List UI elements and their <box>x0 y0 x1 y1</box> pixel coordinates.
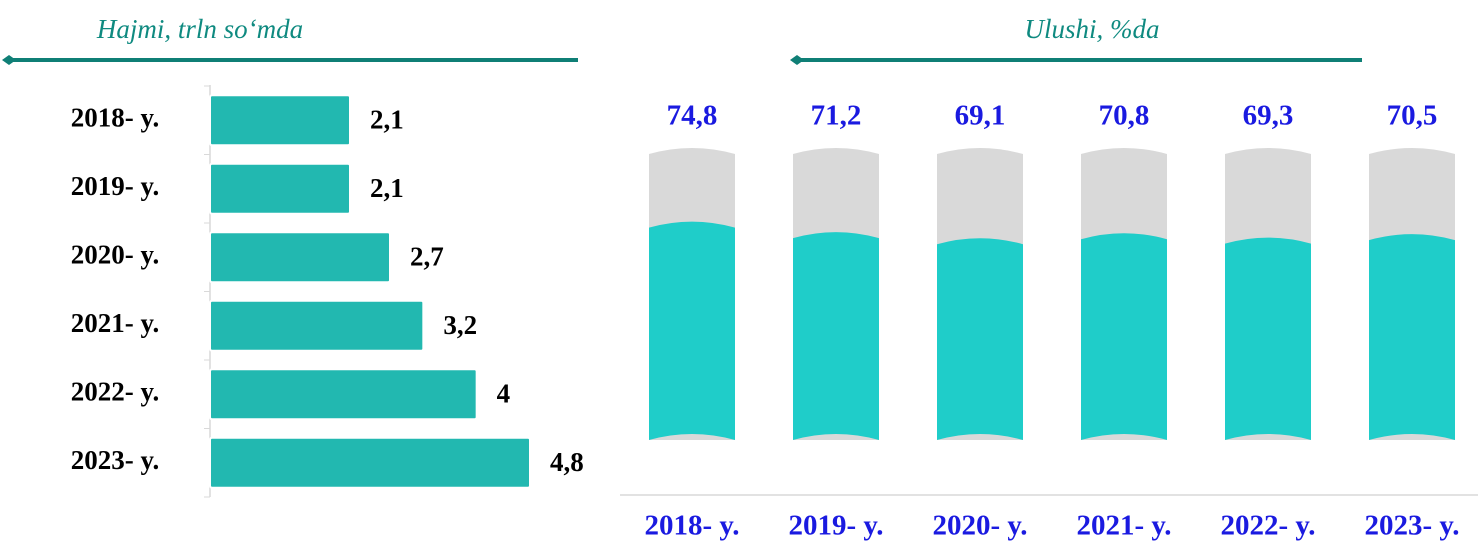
value-label: 4,8 <box>550 447 584 477</box>
bar <box>793 232 879 440</box>
chart-title: Ulushi, %da <box>1025 14 1160 44</box>
x-tick-label: 2020- y. <box>932 510 1027 542</box>
value-label: 69,1 <box>955 100 1006 132</box>
value-label: 2,1 <box>370 104 404 134</box>
rule-diamond <box>790 55 804 65</box>
x-tick-label: 2018- y. <box>644 510 739 542</box>
bar <box>209 436 531 489</box>
x-tick-label: 2022- y. <box>1220 510 1315 542</box>
value-label: 70,5 <box>1387 100 1438 132</box>
bar <box>1225 237 1311 440</box>
y-tick-label: 2023- y. <box>71 445 160 475</box>
value-label: 74,8 <box>667 100 718 132</box>
bar <box>209 299 425 352</box>
bar <box>1369 234 1455 440</box>
value-label: 71,2 <box>811 100 862 132</box>
chart-title: Hajmi, trln so‘mda <box>96 14 303 44</box>
x-tick-label: 2021- y. <box>1076 510 1171 542</box>
value-label: 2,7 <box>410 241 444 271</box>
x-tick-label: 2019- y. <box>788 510 883 542</box>
value-label: 70,8 <box>1099 100 1150 132</box>
value-label: 2,1 <box>370 173 404 203</box>
bar <box>209 368 478 421</box>
y-tick-label: 2019- y. <box>71 171 160 201</box>
bar <box>209 162 351 215</box>
bar <box>209 231 391 284</box>
rule-diamond <box>2 55 16 65</box>
y-tick-label: 2020- y. <box>71 239 160 269</box>
bar <box>937 238 1023 440</box>
value-label: 3,2 <box>443 310 477 340</box>
value-label: 4 <box>497 378 511 408</box>
y-tick-label: 2022- y. <box>71 376 160 406</box>
y-tick-label: 2018- y. <box>71 102 160 132</box>
bar <box>649 221 735 440</box>
y-tick-label: 2021- y. <box>71 308 160 338</box>
bar <box>1081 233 1167 440</box>
value-label: 69,3 <box>1243 100 1294 132</box>
bar <box>209 94 351 147</box>
x-tick-label: 2023- y. <box>1364 510 1459 542</box>
